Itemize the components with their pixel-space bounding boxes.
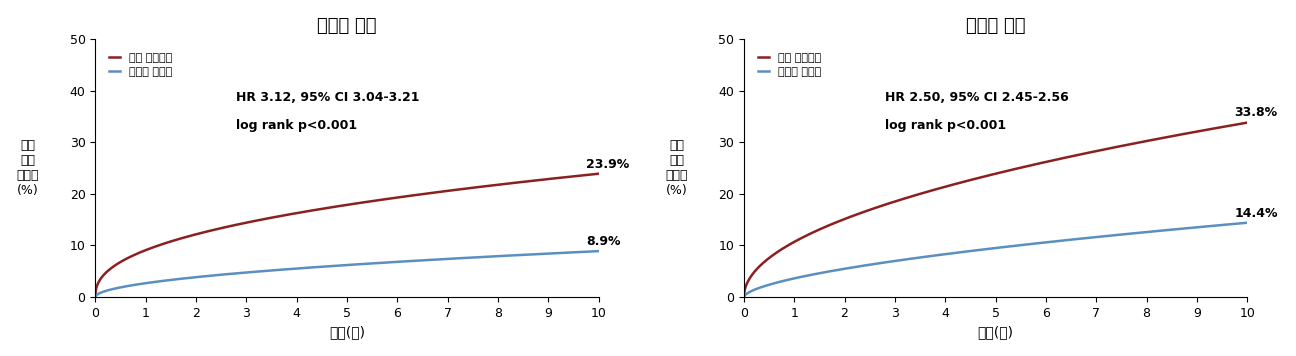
나머지 환자군	[788, 276, 804, 280]
Text: 33.8%: 33.8%	[1235, 106, 1278, 119]
출혐 고위험군	[1138, 139, 1153, 143]
Line: 나머지 환자군: 나머지 환자군	[744, 223, 1247, 297]
Title: 허혈성 사건: 허혈성 사건	[966, 17, 1025, 35]
출혐 고위험군	[88, 295, 104, 299]
Line: 출혐 고위험군: 출혐 고위험군	[96, 174, 599, 297]
X-axis label: 시간(년): 시간(년)	[977, 325, 1013, 339]
Text: 8.9%: 8.9%	[586, 235, 621, 248]
출혐 고위험군	[433, 190, 448, 194]
출혐 고위험군	[1129, 141, 1144, 145]
Text: HR 3.12, 95% CI 3.04-3.21: HR 3.12, 95% CI 3.04-3.21	[236, 91, 420, 104]
Y-axis label: 누적
사건
발생률
(%): 누적 사건 발생률 (%)	[17, 139, 39, 197]
Text: log rank p<0.001: log rank p<0.001	[885, 119, 1006, 132]
출혐 고위험군	[1239, 120, 1255, 125]
나머지 환자군	[292, 266, 307, 271]
출혐 고위험군	[310, 208, 325, 212]
출혐 고위험군	[788, 239, 804, 244]
Text: 14.4%: 14.4%	[1235, 206, 1278, 220]
나머지 환자군	[489, 254, 504, 258]
Line: 나머지 환자군: 나머지 환자군	[96, 251, 599, 297]
출혐 고위험군	[489, 183, 504, 187]
Title: 출혐성 사건: 출혐성 사건	[318, 17, 377, 35]
나머지 환자군	[940, 252, 955, 256]
나머지 환자군	[591, 249, 607, 253]
출혐 고위험군	[940, 184, 955, 188]
나머지 환자군	[88, 295, 104, 299]
나머지 환자군	[1082, 236, 1098, 240]
나머지 환자군	[139, 281, 154, 285]
X-axis label: 시간(년): 시간(년)	[329, 325, 365, 339]
출혐 고위험군	[480, 184, 495, 188]
출혐 고위험군	[1082, 150, 1098, 155]
Line: 출혐 고위험군: 출혐 고위험군	[744, 122, 1247, 297]
Text: 23.9%: 23.9%	[586, 157, 630, 171]
나머지 환자군	[310, 265, 325, 269]
나머지 환자군	[433, 257, 448, 261]
나머지 환자군	[1138, 230, 1153, 234]
출혐 고위험군	[736, 295, 752, 299]
나머지 환자군	[1129, 231, 1144, 235]
Text: HR 2.50, 95% CI 2.45-2.56: HR 2.50, 95% CI 2.45-2.56	[885, 91, 1069, 104]
출혐 고위험군	[958, 179, 973, 183]
나머지 환자군	[958, 250, 973, 254]
나머지 환자군	[480, 255, 495, 259]
나머지 환자군	[736, 295, 752, 299]
Y-axis label: 누적
사건
발생률
(%): 누적 사건 발생률 (%)	[665, 139, 688, 197]
Legend: 출혐 고위험군, 나머지 환자군: 출혐 고위험군, 나머지 환자군	[754, 50, 824, 80]
Text: log rank p<0.001: log rank p<0.001	[236, 119, 358, 132]
출혐 고위험군	[591, 172, 607, 176]
나머지 환자군	[1239, 221, 1255, 225]
출혐 고위험군	[139, 248, 154, 252]
출혐 고위험군	[292, 211, 307, 215]
Legend: 출혐 고위험군, 나머지 환자군: 출혐 고위험군, 나머지 환자군	[106, 50, 176, 80]
